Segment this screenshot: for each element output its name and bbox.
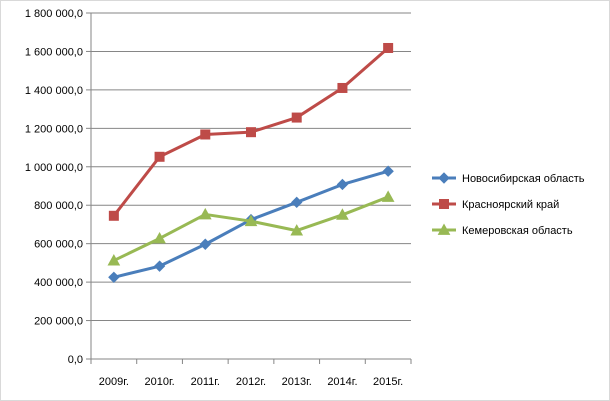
data-point [153, 231, 166, 244]
data-point [200, 129, 211, 140]
legend-item-1: Новосибирская область [432, 172, 585, 185]
data-point [246, 127, 256, 138]
y-tick-label: 200 000,0 [34, 316, 83, 328]
legend-label: Красноярский край [462, 199, 559, 211]
series-3 [107, 190, 395, 266]
y-tick-label: 0,0 [68, 354, 83, 366]
legend-marker [438, 172, 450, 184]
y-tick-label: 1 000 000,0 [25, 162, 83, 174]
legend-label: Кемеровская область [462, 225, 573, 237]
x-tick-label: 2012г. [236, 376, 266, 388]
gridlines [91, 12, 411, 322]
x-tick-label: 2009г. [99, 376, 129, 388]
x-tick-label: 2010г. [144, 376, 174, 388]
data-point [290, 224, 304, 236]
data-point [108, 271, 120, 284]
data-point [336, 208, 349, 220]
data-point [154, 151, 165, 162]
y-tick-label: 1 400 000,0 [25, 85, 83, 97]
data-point [381, 190, 395, 202]
data-point [337, 82, 348, 93]
series-2 [108, 42, 394, 221]
x-tick-label: 2014г. [327, 376, 357, 388]
series-lines [107, 42, 395, 284]
data-point [198, 207, 212, 220]
legend-item-3: Кемеровская область [432, 223, 573, 237]
data-point [108, 210, 119, 221]
y-tick-label: 1 800 000,0 [25, 8, 83, 20]
x-tick-label: 2015г. [373, 376, 403, 388]
series-line [113, 195, 389, 262]
y-tick-label: 1 600 000,0 [25, 46, 83, 58]
data-point [383, 42, 394, 53]
data-point [291, 112, 302, 123]
data-point [291, 196, 303, 209]
y-axis-tick-labels: 0,0 200 000,0 400 000,0 600 000,0 800 000,0 1… [25, 8, 83, 366]
legend-marker [439, 199, 449, 209]
x-tick-label: 2011г. [191, 376, 220, 388]
axes [86, 12, 412, 364]
data-point [336, 178, 349, 191]
y-tick-label: 600 000,0 [34, 239, 83, 251]
y-tick-label: 1 200 000,0 [25, 123, 83, 135]
legend-marker [437, 223, 451, 235]
data-point [107, 254, 121, 266]
legend-item-2: Красноярский край [432, 199, 559, 211]
y-tick-label: 800 000,0 [34, 200, 83, 212]
data-point [153, 260, 166, 272]
y-tick-label: 400 000,0 [34, 277, 83, 289]
data-point [244, 214, 258, 227]
data-point [199, 238, 211, 250]
legend-label: Новосибирская область [462, 173, 585, 185]
x-axis-tick-labels: 2009г. 2010г. 2011г. 2012г. 2013г. 2014г. 2015… [99, 376, 403, 388]
x-tick-label: 2013г. [282, 376, 312, 388]
data-point [382, 165, 394, 177]
legend: Новосибирская область Красноярский край Ке… [432, 172, 585, 237]
